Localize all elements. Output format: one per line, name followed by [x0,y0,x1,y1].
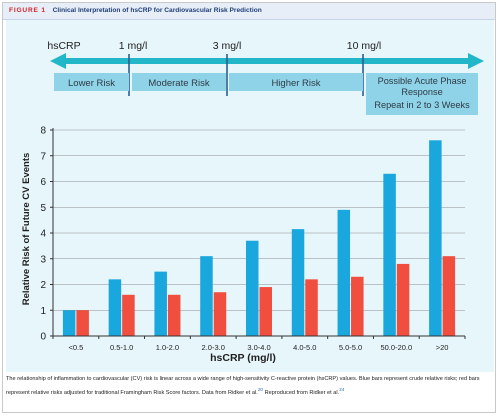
bar-crude [383,173,396,336]
hscrp-scale-panel: hsCRP 1 mg/l 3 mg/l 10 mg/l Lower Risk M… [6,20,494,120]
x-tick-labels: <0.5 0.5-1.0 1.0-2.0 2.0-3.0 3.0-4.0 4.0-5.0 5… [68,343,448,352]
threshold-label: 1 mg/l [119,40,148,52]
risk-label: Possible Acute Phase [378,76,467,86]
bar-crude [200,256,213,336]
x-axis-label: hsCRP (mg/l) [210,352,276,364]
bar-adjusted [167,294,181,336]
figure-title: Clinical Interpretation of hsCRP for Car… [52,7,262,14]
caption-text-2: Reproduced from Ridker et al. [263,389,340,396]
bar-crude [337,209,351,336]
chart-gridlines [53,129,465,311]
risk-box-moderate [132,73,226,91]
bar-adjusted [442,256,456,336]
bar-crude [154,271,167,336]
x-tick-label: 5.0-5.0 [339,343,362,352]
bar-adjusted [305,279,318,336]
x-tick-label: 1.0-2.0 [156,343,179,352]
bar-adjusted [259,287,272,336]
bar-crude [246,240,259,336]
hscrp-scale-diagram: hsCRP 1 mg/l 3 mg/l 10 mg/l Lower Risk M… [47,40,484,115]
bar-chart-panel: 0 1 2 3 4 5 6 7 8 <0.5 0.5-1.0 1.0-2.0 2.0-3.0 3.0-4… [6,120,494,372]
bar-chart: 0 1 2 3 4 5 6 7 8 <0.5 0.5-1.0 1.0-2.0 2.0-3.0 3.0-4… [21,126,466,364]
scale-label: hsCRP [47,40,80,52]
risk-label: Higher Risk [271,78,320,89]
y-tick-label: 4 [40,229,46,240]
x-tick-label: 50.0-20.0 [380,343,412,352]
risk-label: Moderate Risk [148,78,209,89]
y-tick-label: 6 [40,177,46,188]
risk-box-higher [229,73,363,91]
bar-crude [108,279,122,336]
y-tick-label: 8 [40,126,46,137]
y-axis-label: Relative Risk of Future CV Events [21,153,32,306]
caption-citation[interactable]: 20 [257,386,264,392]
risk-label: Lower Risk [68,78,115,89]
x-tick-label: 4.0-5.0 [293,343,316,352]
y-tick-label: 7 [40,151,46,162]
y-tick-label: 0 [40,332,46,343]
risk-box-acute [366,73,478,115]
risk-label: Repeat in 2 to 3 Weeks [374,100,470,110]
threshold-label: 10 mg/l [347,40,381,52]
bar-crude [291,229,305,336]
threshold-label: 3 mg/l [213,40,242,52]
y-tick-labels: 0 1 2 3 4 5 6 7 8 [40,126,46,343]
scale-arrow [50,53,484,69]
chart-bars [62,140,456,336]
x-tick-label: >20 [436,343,449,352]
bar-crude [62,310,76,336]
bar-adjusted [396,263,410,336]
bar-crude [429,140,442,336]
figure-caption: The relationship of inflammation to card… [6,375,494,398]
y-tick-label: 3 [40,254,46,265]
x-tick-label: 3.0-4.0 [247,343,270,352]
bar-adjusted [76,310,89,336]
x-tick-label: <0.5 [68,343,83,352]
risk-label: Response [401,87,442,97]
caption-text: The relationship of inflammation to card… [6,376,480,396]
chart-axes [50,128,466,339]
figure-header: FIGURE 1 Clinical Interpretation of hsCR… [3,3,495,20]
risk-box-lower [54,73,129,91]
y-tick-label: 1 [40,306,46,317]
x-tick-label: 0.5-1.0 [110,343,133,352]
caption-citation[interactable]: 24 [339,386,345,392]
bar-adjusted [213,292,227,336]
bar-adjusted [122,294,135,336]
double-arrow-shape [50,53,484,69]
x-tick-label: 2.0-3.0 [202,343,225,352]
y-tick-label: 5 [40,203,46,214]
bar-adjusted [351,276,364,336]
y-tick-label: 2 [40,280,46,291]
figure-label: FIGURE 1 [9,7,46,14]
